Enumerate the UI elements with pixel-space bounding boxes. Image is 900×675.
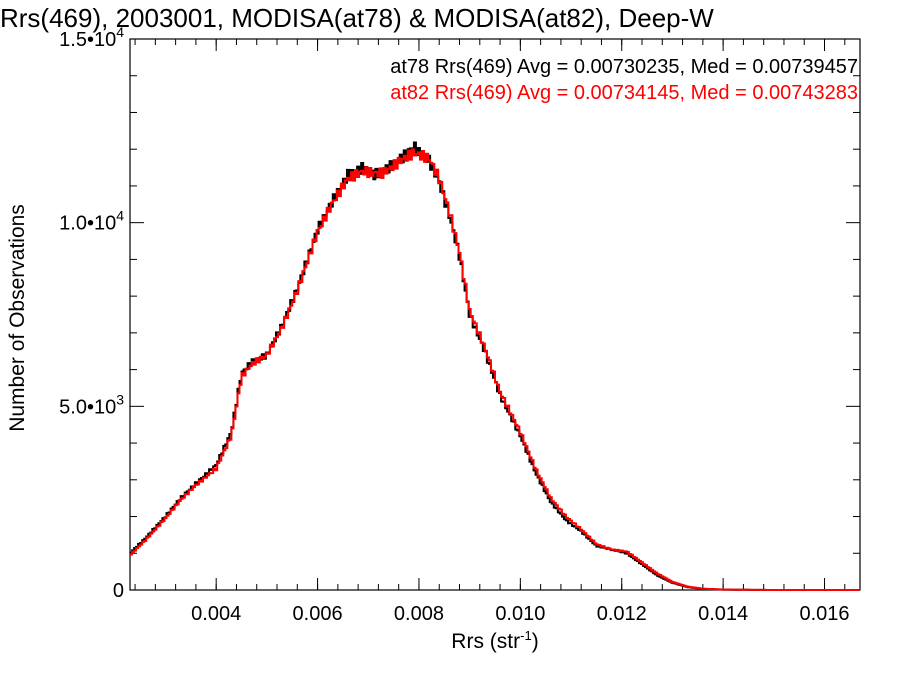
y-tick-label: 1.0•104 [59, 208, 124, 235]
x-tick-label: 0.014 [698, 603, 748, 625]
y-tick-label-base: 0 [113, 580, 124, 602]
y-tick-label-exponent: 3 [116, 391, 124, 407]
y-tick-label: 1.5•104 [59, 24, 124, 51]
legend-entry: at78 Rrs(469) Avg = 0.00730235, Med = 0.… [390, 56, 858, 78]
y-tick-label-exponent: 4 [116, 24, 124, 40]
plot-frame [129, 38, 861, 591]
x-axis-label-superscript: -1 [520, 628, 532, 643]
x-tick-label: 0.008 [394, 603, 444, 625]
plot-border [129, 38, 861, 591]
x-tick-label: 0.012 [597, 603, 647, 625]
x-tick-label: 0.016 [799, 603, 849, 625]
series-layer [130, 141, 860, 591]
y-tick-label-exponent: 4 [116, 208, 124, 224]
x-axis-label-tail: ) [532, 630, 539, 653]
series-at82-histogram [130, 148, 860, 591]
y-tick-label: 0 [113, 580, 124, 602]
y-tick-label-base: 1.0•10 [59, 213, 116, 235]
chart-title: Rrs(469), 2003001, MODISA(at78) & MODISA… [0, 3, 714, 33]
y-tick-label: 5.0•103 [59, 391, 124, 418]
y-tick-label-base: 5.0•10 [59, 396, 116, 418]
x-axis-label: Rrs (str-1) [451, 628, 538, 653]
legend: at78 Rrs(469) Avg = 0.00730235, Med = 0.… [390, 56, 858, 104]
series-at78-histogram [130, 141, 860, 591]
x-tick-label: 0.004 [191, 603, 241, 625]
x-axis-ticks: 0.004 0.006 0.008 0.010 0.012 0.014 0.016 [134, 39, 850, 625]
x-tick-label: 0.010 [495, 603, 545, 625]
x-axis-label-text: Rrs (str [451, 630, 520, 653]
y-axis-label: Number of Observations [6, 204, 29, 432]
y-tick-label-base: 1.5•10 [59, 29, 116, 51]
legend-entry: at82 Rrs(469) Avg = 0.00734145, Med = 0.… [390, 82, 858, 104]
x-tick-label: 0.006 [293, 603, 343, 625]
